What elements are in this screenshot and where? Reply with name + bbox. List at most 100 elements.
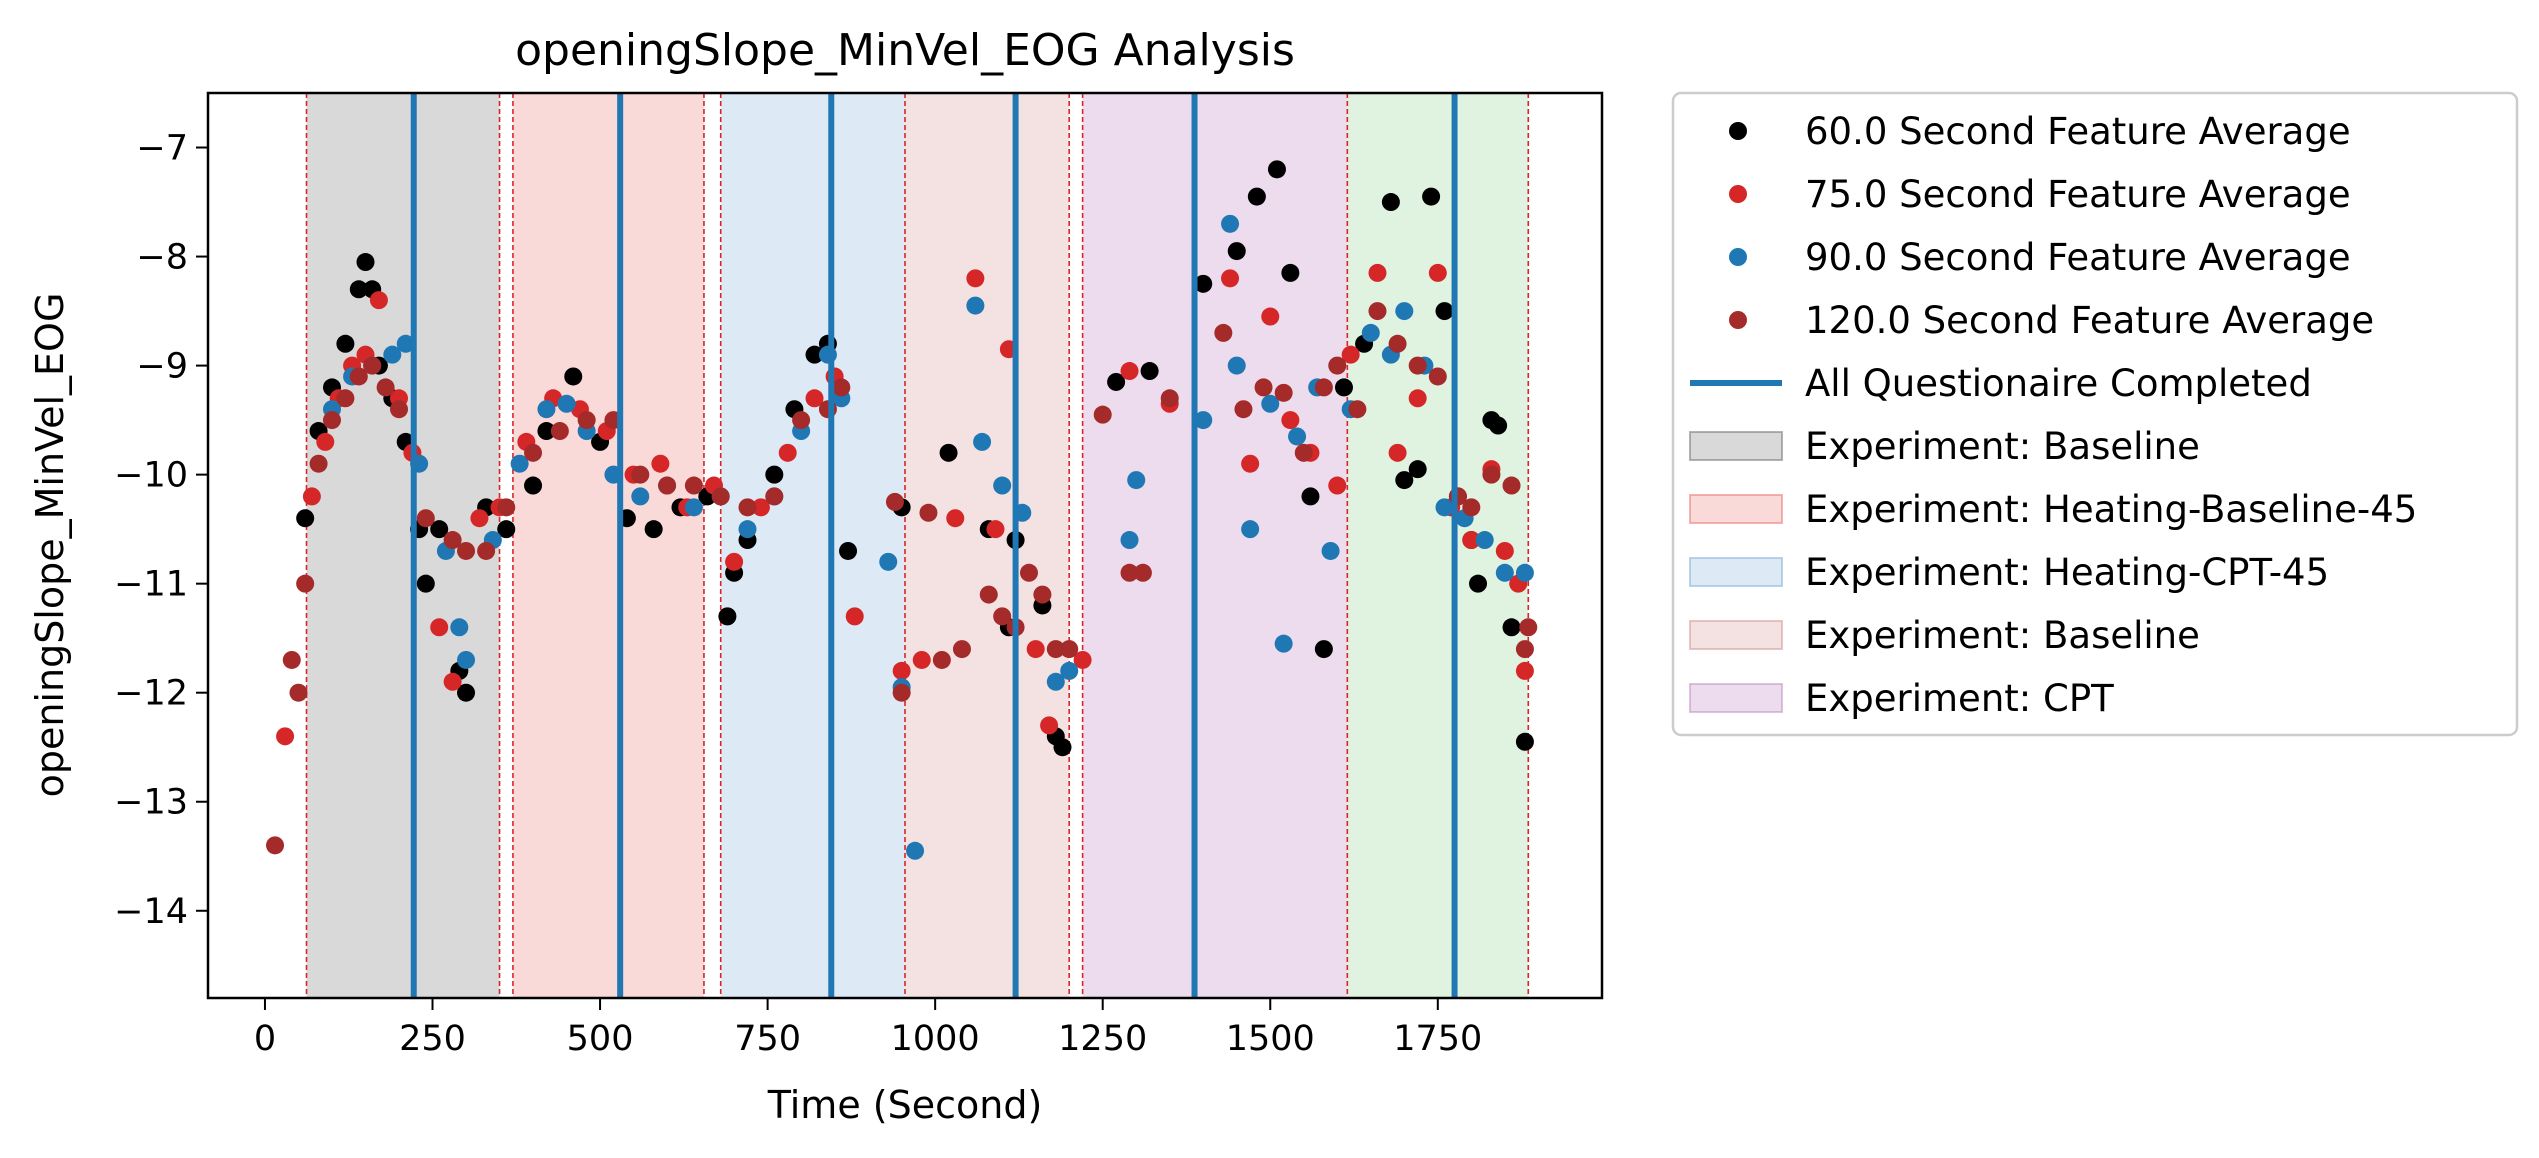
point-series3-7 (349, 367, 368, 386)
point-series2-51 (1475, 531, 1494, 550)
legend: 60.0 Second Feature Average 75.0 Second F… (1671, 91, 2519, 737)
point-series2-29 (993, 476, 1012, 495)
legend-label-2: 90.0 Second Feature Average (1805, 236, 2351, 279)
point-series2-49 (1435, 498, 1454, 517)
point-series2-53 (1515, 563, 1534, 582)
point-series1-27 (892, 661, 911, 680)
point-series3-1 (282, 650, 301, 669)
point-series3-11 (416, 509, 435, 528)
legend-label-1: 75.0 Second Feature Average (1805, 173, 2351, 216)
legend-label-vline: All Questionaire Completed (1805, 362, 2312, 405)
point-series2-43 (1321, 541, 1340, 560)
point-series0-54 (1408, 460, 1427, 479)
point-series1-43 (1328, 476, 1347, 495)
point-series0-32 (839, 541, 858, 560)
point-series3-28 (832, 378, 851, 397)
point-series1-45 (1368, 263, 1387, 282)
legend-swatch-0 (1689, 431, 1783, 461)
point-series2-28 (973, 432, 992, 451)
point-series2-34 (1127, 471, 1146, 490)
y-tick-label-0: −7 (136, 129, 188, 169)
point-series2-3 (383, 345, 402, 364)
point-series3-50 (1314, 378, 1333, 397)
point-series3-33 (952, 640, 971, 659)
point-series2-31 (1046, 672, 1065, 691)
point-series3-51 (1328, 356, 1347, 375)
point-series0-43 (1194, 274, 1213, 293)
point-series0-30 (805, 345, 824, 364)
point-series3-41 (1093, 405, 1112, 424)
point-series3-45 (1214, 323, 1233, 342)
y-axis-label: openingSlope_MinVel_EOG (28, 293, 72, 798)
point-series0-19 (564, 367, 583, 386)
point-series0-17 (524, 476, 543, 495)
y-tick-label-5: −12 (114, 674, 188, 714)
point-series3-48 (1274, 383, 1293, 402)
point-series0-50 (1334, 378, 1353, 397)
point-series1-29 (946, 509, 965, 528)
point-series3-10 (390, 400, 409, 419)
point-series0-52 (1381, 193, 1400, 212)
point-series1-50 (1462, 531, 1481, 550)
point-series2-24 (879, 552, 898, 571)
point-series3-49 (1294, 443, 1313, 462)
point-series1-0 (276, 727, 295, 746)
point-series2-38 (1241, 520, 1260, 539)
point-series1-9 (430, 618, 449, 637)
point-series0-48 (1301, 487, 1320, 506)
point-series3-15 (497, 498, 516, 517)
x-tick-label-6: 1500 (1226, 1019, 1315, 1059)
point-series2-40 (1274, 634, 1293, 653)
point-series3-25 (765, 487, 784, 506)
point-series2-45 (1361, 323, 1380, 342)
point-series3-58 (1462, 498, 1481, 517)
legend-marker-1 (1729, 185, 1747, 203)
point-series1-2 (316, 432, 335, 451)
legend-label-span-3: Experiment: Baseline (1805, 614, 2200, 657)
point-series2-4 (396, 334, 415, 353)
point-series1-22 (751, 498, 770, 517)
point-series1-44 (1341, 345, 1360, 364)
x-tick-label-4: 1000 (891, 1019, 980, 1059)
point-series0-11 (416, 574, 435, 593)
legend-swatch-1 (1689, 494, 1783, 524)
point-series3-2 (289, 683, 308, 702)
point-series0-28 (765, 465, 784, 484)
point-series3-6 (336, 389, 355, 408)
point-series0-5 (356, 253, 375, 272)
point-series0-12 (430, 520, 449, 539)
point-series1-54 (1515, 661, 1534, 680)
point-series3-18 (577, 411, 596, 430)
point-series1-1 (302, 487, 321, 506)
point-series0-49 (1314, 640, 1333, 659)
point-series2-35 (1194, 411, 1213, 430)
point-series3-32 (932, 650, 951, 669)
legend-label-0: 60.0 Second Feature Average (1805, 110, 2351, 153)
questionnaire-lines (410, 93, 1458, 998)
point-series3-29 (885, 492, 904, 511)
y-tick-label-1: −8 (136, 238, 188, 278)
legend-label-span-0: Experiment: Baseline (1805, 425, 2200, 468)
point-series3-53 (1368, 302, 1387, 321)
point-series0-40 (1053, 738, 1072, 757)
point-series0-59 (1469, 574, 1488, 593)
x-tick-label-1: 250 (399, 1019, 466, 1059)
point-series1-31 (986, 520, 1005, 539)
point-series0-41 (1107, 372, 1126, 391)
legend-marker-3 (1729, 311, 1747, 329)
point-series0-42 (1140, 362, 1159, 381)
point-series0-56 (1435, 302, 1454, 321)
point-series3-23 (711, 487, 730, 506)
x-tick-label-3: 750 (734, 1019, 801, 1059)
point-series0-25 (718, 607, 737, 626)
point-series0-62 (1502, 618, 1521, 637)
point-series3-31 (919, 503, 938, 522)
legend-swatch-3 (1689, 620, 1783, 650)
point-series0-46 (1267, 160, 1286, 179)
point-series3-26 (792, 411, 811, 430)
point-series3-39 (1046, 640, 1065, 659)
point-series2-37 (1227, 356, 1246, 375)
point-series3-24 (738, 498, 757, 517)
point-series0-61 (1489, 416, 1508, 435)
